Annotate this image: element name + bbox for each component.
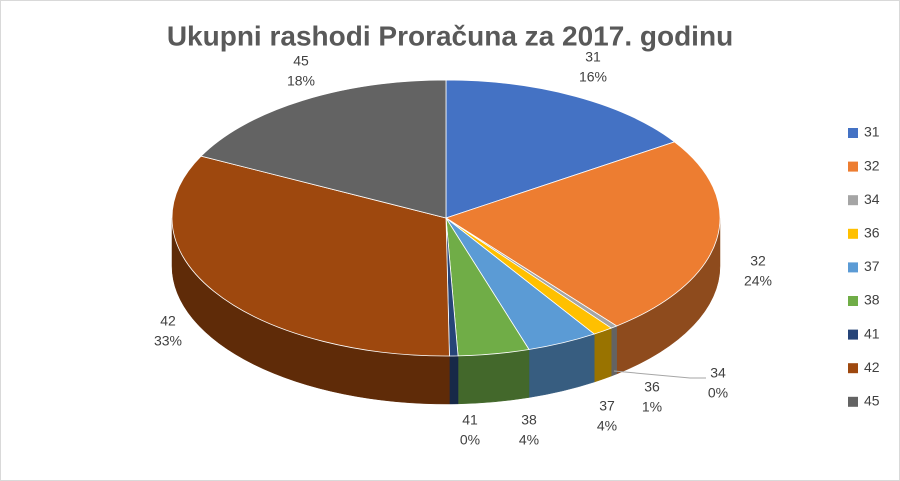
data-label-category: 32 <box>750 253 766 269</box>
legend-swatch <box>848 262 858 273</box>
data-label: 33% <box>154 333 182 349</box>
slice <box>200 79 447 219</box>
legend-label: 42 <box>864 359 880 375</box>
legend-swatch <box>848 329 858 340</box>
legend-label: 34 <box>864 191 880 207</box>
legend-swatch <box>848 128 858 138</box>
leader-line <box>613 370 706 379</box>
data-label-category: 31 <box>585 49 601 65</box>
slice-side <box>449 355 459 405</box>
legend-swatch <box>848 296 858 306</box>
legend-label: 41 <box>864 325 880 341</box>
data-label: 16% <box>579 69 607 85</box>
slice <box>171 155 450 357</box>
legend-label: 31 <box>864 124 880 140</box>
slice-side <box>594 327 612 383</box>
legend-swatch <box>848 396 858 407</box>
slice <box>445 141 721 327</box>
data-label: 18% <box>287 73 315 89</box>
legend-label: 36 <box>864 225 880 241</box>
slice-side <box>610 325 617 377</box>
legend-label: 32 <box>864 157 880 173</box>
legend-label: 45 <box>864 393 880 409</box>
data-label-category: 42 <box>160 313 176 329</box>
data-label: 4% <box>519 432 539 448</box>
legend-swatch <box>848 228 858 239</box>
legend-swatch <box>848 363 858 374</box>
data-label: 0% <box>460 432 480 448</box>
legend-swatch <box>848 161 858 172</box>
pie-tops <box>171 79 721 357</box>
legend-label: 38 <box>864 292 880 308</box>
data-label: 1% <box>642 399 662 415</box>
data-label-category: 36 <box>644 379 660 395</box>
data-labels: 31 16% 32 24% 34 0% 36 1% 37 4% 38 4% 41 0% 42 33% 45 18% <box>154 49 772 448</box>
legend-swatch <box>848 195 858 206</box>
data-label-category: 38 <box>521 412 537 428</box>
pie-sides <box>171 217 721 405</box>
chart-title: Ukupni rashodi Proračuna za 2017. godinu <box>167 20 733 51</box>
legend-label: 37 <box>864 258 880 274</box>
data-label-category: 37 <box>599 398 615 414</box>
data-label: 0% <box>708 385 728 401</box>
data-label-category: 34 <box>710 365 726 381</box>
data-label-category: 41 <box>462 412 478 428</box>
slice <box>445 79 676 219</box>
data-label: 24% <box>744 273 772 289</box>
data-label-category: 45 <box>293 53 309 69</box>
legend: 31 32 34 36 37 38 41 42 45 <box>848 124 880 409</box>
slice-side <box>457 349 530 405</box>
data-label: 4% <box>597 418 617 434</box>
